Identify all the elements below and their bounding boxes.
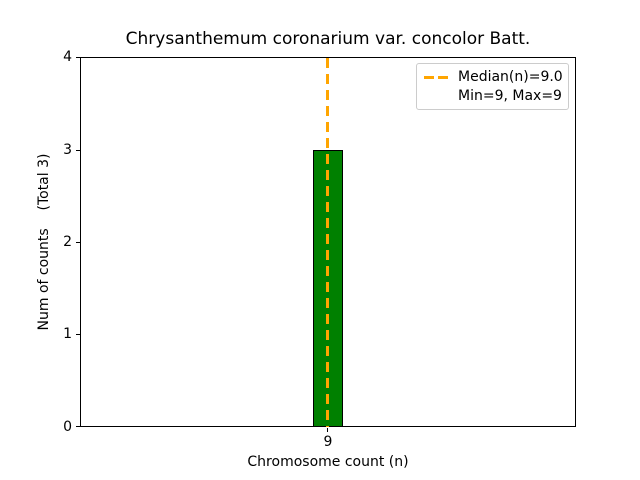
y-tick-label-0: 0 — [63, 419, 72, 435]
legend-empty-handle — [424, 94, 451, 97]
median-line — [326, 58, 329, 427]
y-tick-label-1: 1 — [63, 326, 72, 342]
median-dashed-line-icon — [424, 75, 451, 79]
y-tick-mark-4 — [76, 57, 80, 58]
y-tick-label-4: 4 — [63, 49, 72, 65]
y-tick-label-3: 3 — [63, 142, 72, 158]
legend: Median(n)=9.0 Min=9, Max=9 — [416, 63, 569, 110]
legend-label-median: Median(n)=9.0 — [458, 69, 563, 86]
y-tick-label-2: 2 — [63, 234, 72, 250]
y-tick-mark-0 — [76, 426, 80, 427]
y-axis-label: Num of counts (Total 3) — [36, 153, 52, 331]
y-tick-mark-2 — [76, 242, 80, 243]
legend-entry-minmax: Min=9, Max=9 — [424, 87, 562, 106]
x-axis-label: Chromosome count (n) — [247, 454, 409, 470]
legend-label-minmax: Min=9, Max=9 — [458, 87, 562, 104]
y-tick-mark-3 — [76, 150, 80, 151]
legend-entry-median: Median(n)=9.0 — [424, 68, 563, 87]
x-tick-mark-9 — [327, 428, 328, 432]
chart-title: Chrysanthemum coronarium var. concolor B… — [125, 29, 531, 49]
y-tick-mark-1 — [76, 334, 80, 335]
x-tick-label-9: 9 — [323, 434, 333, 450]
